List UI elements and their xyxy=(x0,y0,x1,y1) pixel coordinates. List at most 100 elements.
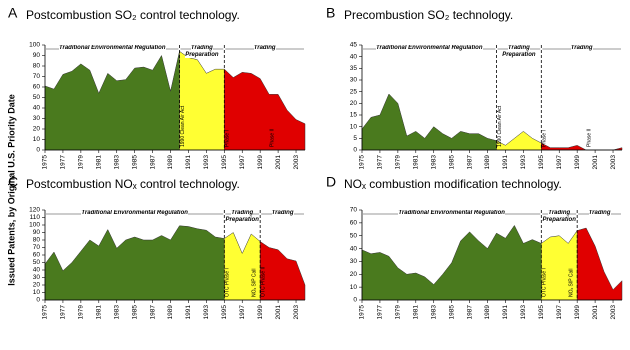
region-label-box: Trading Preparation xyxy=(225,210,259,223)
area xyxy=(496,131,542,151)
x-tick-label: 1991 xyxy=(502,305,509,320)
area xyxy=(224,68,306,151)
area xyxy=(179,50,225,151)
x-tick-label: 1983 xyxy=(113,305,120,320)
region-label-box: Trading xyxy=(271,210,294,216)
annotation: Phase I xyxy=(225,130,231,147)
annotation: 1990 Clean Air Act xyxy=(180,105,186,147)
area xyxy=(44,225,225,301)
x-tick-label: 1985 xyxy=(131,305,138,320)
x-tick-label: 1989 xyxy=(167,305,174,320)
panel-title: Precombustion SO₂ technology. xyxy=(344,8,513,22)
x-tick-label: 1981 xyxy=(96,305,103,320)
y-tick-label: 0 xyxy=(353,147,357,154)
annotation: Phase II xyxy=(586,129,592,147)
annotation: Phase II xyxy=(269,129,275,147)
y-tick-label: 100 xyxy=(29,42,40,49)
annotation: OTC Phase II xyxy=(261,267,267,297)
annotation: OTC Phase I xyxy=(225,268,231,297)
x-tick-label: 1995 xyxy=(538,155,545,170)
region-label-box: Traditional Environmental Regulation xyxy=(398,210,505,216)
x-tick-label: 2003 xyxy=(610,155,617,170)
x-tick-label: 1977 xyxy=(60,155,67,170)
x-tick-label: 1977 xyxy=(60,305,67,320)
y-tick-label: 40 xyxy=(350,245,358,252)
x-tick-label: 1987 xyxy=(149,305,156,320)
y-tick-label: 60 xyxy=(33,252,41,259)
y-tick-label: 20 xyxy=(33,126,41,133)
x-tick-label: 1975 xyxy=(359,305,366,320)
y-tick-label: 15 xyxy=(350,112,358,119)
region-label-box: Trading xyxy=(588,210,611,216)
x-tick-label: 1997 xyxy=(239,155,246,170)
y-tick-label: 0 xyxy=(353,297,357,304)
x-tick-label: 1993 xyxy=(203,305,210,320)
panel-letter: A xyxy=(8,5,18,21)
x-tick-label: 1987 xyxy=(149,155,156,170)
region-label-box: Traditional Environmental Regulation xyxy=(375,45,483,51)
y-tick-label: 50 xyxy=(33,94,41,101)
annotation: NOₓ SIP Call xyxy=(252,268,258,297)
x-tick-label: 1975 xyxy=(42,305,49,320)
region-label: Trading xyxy=(253,45,276,51)
y-tick-label: 40 xyxy=(350,53,358,60)
region-label-box: Traditional Environmental Regulation xyxy=(58,45,166,51)
panel-letter: B xyxy=(326,5,335,21)
x-tick-label: 1993 xyxy=(520,155,527,170)
panel-title: Postcombustion SO₂ control technology. xyxy=(26,8,240,22)
y-tick-label: 20 xyxy=(350,100,358,107)
x-tick-label: 1975 xyxy=(359,155,366,170)
x-tick-label: 1983 xyxy=(430,305,437,320)
x-tick-label: 1993 xyxy=(520,305,527,320)
x-tick-label: 1991 xyxy=(185,305,192,320)
x-tick-label: 1977 xyxy=(377,305,384,320)
area xyxy=(576,227,623,301)
x-tick-label: 1997 xyxy=(556,155,563,170)
x-tick-label: 1999 xyxy=(257,155,264,170)
y-tick-label: 60 xyxy=(350,220,358,227)
x-tick-label: 1995 xyxy=(538,305,545,320)
x-tick-label: 2003 xyxy=(610,305,617,320)
x-tick-label: 2001 xyxy=(592,155,599,170)
y-tick-label: 30 xyxy=(33,274,41,281)
region-label: Traditional Environmental Regulation xyxy=(398,210,505,216)
panel-title: Postcombustion NOₓ control technology. xyxy=(26,177,240,191)
y-tick-label: 110 xyxy=(30,214,41,221)
x-tick-label: 1991 xyxy=(185,155,192,170)
x-tick-label: 2003 xyxy=(293,305,300,320)
y-tick-label: 0 xyxy=(36,147,40,154)
region-label: Traditional Environmental Regulation xyxy=(58,45,166,51)
y-tick-label: 50 xyxy=(33,259,41,266)
x-tick-label: 2003 xyxy=(293,155,300,170)
y-tick-label: 30 xyxy=(33,115,41,122)
x-tick-label: 1983 xyxy=(113,155,120,170)
y-tick-label: 10 xyxy=(350,284,358,291)
panel-title: NOₓ combustion modification technology. xyxy=(344,177,562,191)
x-tick-label: 1989 xyxy=(484,155,491,170)
region-label: Trading Preparation xyxy=(502,45,536,58)
region-label: Trading xyxy=(271,210,294,216)
y-tick-label: 100 xyxy=(29,222,40,229)
y-tick-label: 40 xyxy=(33,267,41,274)
y-tick-label: 25 xyxy=(350,88,358,95)
x-tick-label: 1979 xyxy=(78,305,85,320)
y-axis-label: Issued Patents, by Original U.S. Priorit… xyxy=(6,94,16,286)
region-label-box: Traditional Environmental Regulation xyxy=(81,210,188,216)
region-label: Trading xyxy=(588,210,611,216)
y-tick-label: 70 xyxy=(33,73,41,80)
area xyxy=(361,93,497,151)
x-tick-label: 1977 xyxy=(377,155,384,170)
x-tick-label: 1997 xyxy=(239,305,246,320)
y-tick-label: 80 xyxy=(33,63,41,70)
x-tick-label: 1999 xyxy=(574,305,581,320)
region-label-box: Trading Preparation xyxy=(542,210,576,223)
region-label-box: Trading Preparation xyxy=(502,45,536,58)
region-label-box: Trading xyxy=(570,45,593,51)
x-tick-label: 2001 xyxy=(275,305,282,320)
y-tick-label: 90 xyxy=(33,52,41,59)
region-label: Trading Preparation xyxy=(225,210,259,223)
region-label-box: Trading xyxy=(253,45,276,51)
region-label-box: Trading Preparation xyxy=(185,45,219,58)
annotation: Phase I xyxy=(542,130,548,147)
